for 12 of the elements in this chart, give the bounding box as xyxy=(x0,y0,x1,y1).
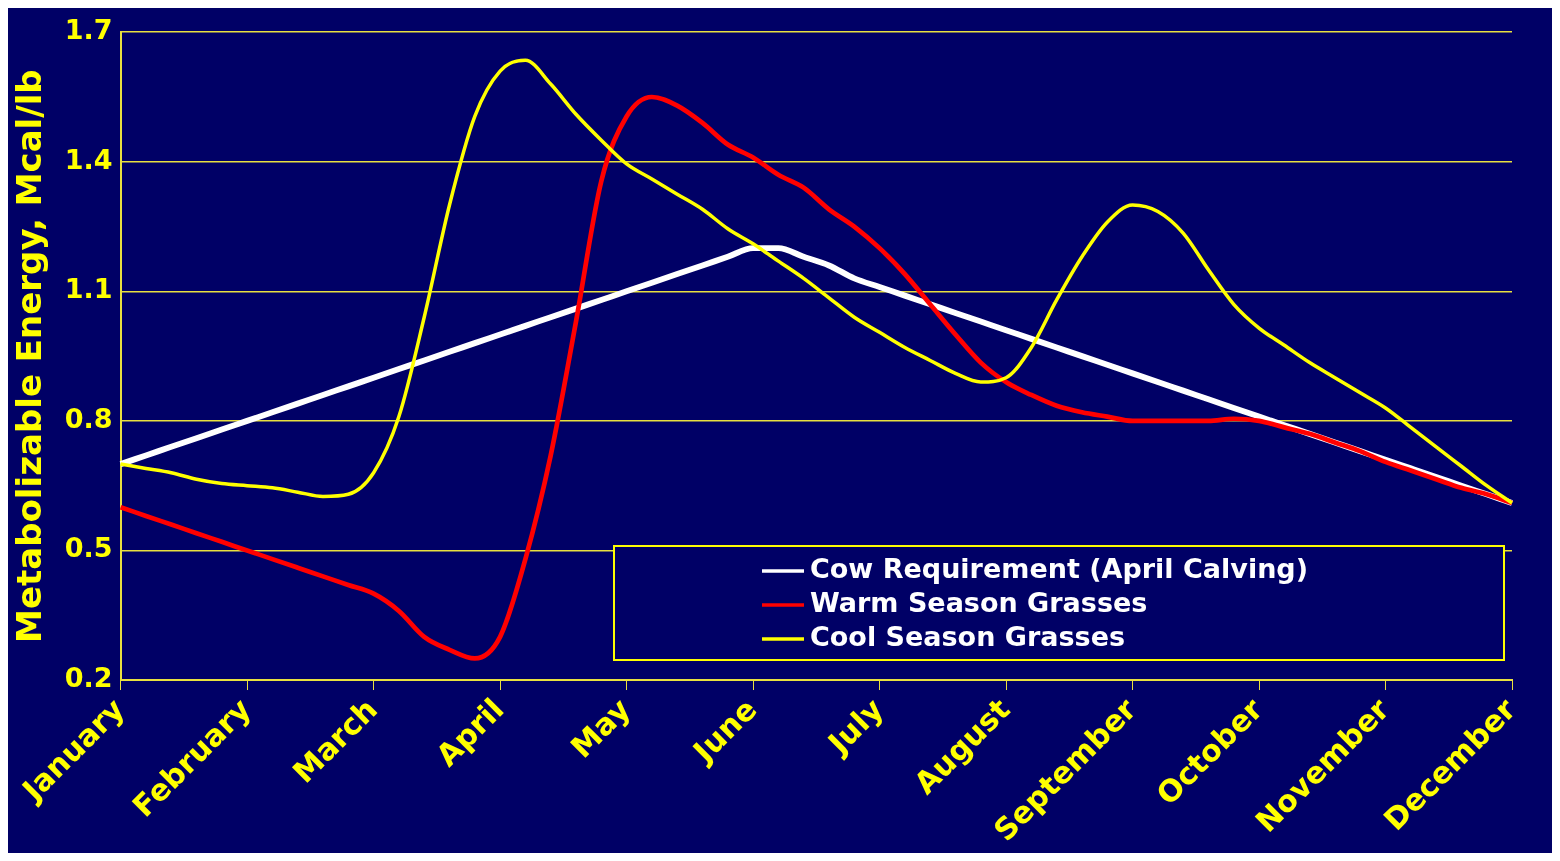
y-tick-label: 0.2 xyxy=(64,662,113,694)
y-axis-title: Metabolizable Energy, Mcal/lb xyxy=(9,69,50,643)
legend-label: Cool Season Grasses xyxy=(810,621,1126,653)
legend-label: Cow Requirement (April Calving) xyxy=(810,553,1309,585)
y-tick-label: 1.7 xyxy=(64,14,113,46)
line-series xyxy=(118,58,1514,505)
legend-label: Warm Season Grasses xyxy=(810,587,1148,619)
y-tick-label: 1.4 xyxy=(64,143,113,175)
y-tick-label: 0.8 xyxy=(64,402,113,434)
y-tick-label: 0.5 xyxy=(64,532,113,564)
y-tick-label: 1.1 xyxy=(64,273,113,305)
line-series xyxy=(118,94,1515,661)
